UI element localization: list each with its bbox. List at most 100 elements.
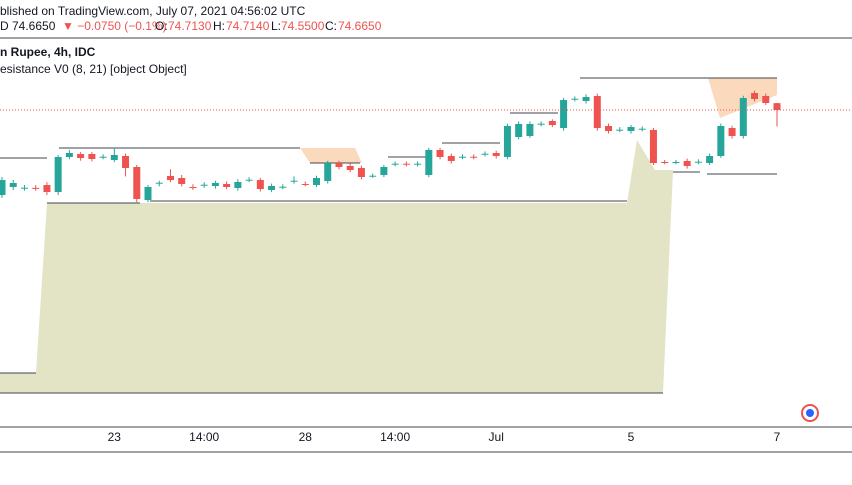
ohlc-value: 74.7140	[226, 19, 270, 33]
x-tick-label: 23	[108, 430, 122, 444]
resistance-zone	[300, 148, 362, 163]
candle-body	[335, 163, 343, 167]
candle-body	[571, 98, 579, 100]
candle-body	[605, 126, 613, 131]
ohlc-label: O:	[155, 19, 168, 33]
candle-body	[369, 175, 377, 177]
candle-body	[391, 163, 399, 165]
candle-body	[312, 178, 320, 185]
candle-body	[65, 153, 73, 157]
candle-body	[683, 161, 691, 166]
x-tick-label: Jul	[489, 430, 504, 444]
candle-body	[593, 96, 601, 128]
x-tick-label: 5	[628, 430, 635, 444]
candle-body	[223, 184, 231, 187]
event-dot	[806, 409, 814, 417]
x-tick-label: 7	[774, 430, 781, 444]
candle-body	[324, 163, 332, 181]
candle-body	[122, 156, 130, 168]
candle-body	[211, 183, 219, 186]
candle-body	[402, 163, 410, 165]
candle-body	[256, 180, 264, 189]
ohlc-value: 74.5500	[281, 19, 325, 33]
instrument: n Rupee, 4h, IDC	[0, 45, 96, 59]
candle-body	[582, 97, 590, 101]
ohlc-label: H:	[213, 19, 225, 33]
candle-body	[54, 157, 62, 192]
candle-body	[189, 187, 197, 188]
candle-body	[200, 184, 208, 186]
candle-body	[301, 184, 309, 185]
symbol: D	[0, 19, 9, 33]
candle-body	[526, 124, 534, 136]
candle-body	[548, 121, 556, 125]
event-icon[interactable]	[801, 404, 819, 422]
candle-body	[155, 182, 163, 184]
candle-body	[88, 154, 96, 159]
candle-body	[470, 156, 478, 158]
candle-body	[9, 183, 17, 187]
candle-body	[178, 178, 186, 184]
ohlc-label: C:	[325, 19, 337, 33]
candle-body	[77, 154, 85, 158]
candle-body	[99, 156, 107, 158]
candle-body	[346, 166, 354, 170]
published: blished on TradingView.com, July 07, 202…	[0, 4, 306, 18]
support-zone	[0, 140, 673, 393]
change: ▼ −0.0750 (−0.1%)	[62, 19, 167, 33]
x-tick-label: 28	[299, 430, 313, 444]
candle-body	[414, 163, 422, 165]
level-lines	[0, 77, 777, 394]
candle-body	[481, 153, 489, 155]
candle-body	[234, 182, 242, 188]
x-tick-label: 14:00	[380, 430, 410, 444]
candle-body	[560, 100, 568, 128]
candle-body	[503, 126, 511, 157]
candle-body	[357, 168, 365, 177]
candle-body	[717, 126, 725, 156]
candle-body	[616, 129, 624, 131]
candle-body	[728, 128, 736, 136]
candle-body	[43, 185, 51, 192]
last-price: 74.6650	[12, 19, 56, 33]
candle-body	[694, 161, 702, 163]
candle-body	[32, 187, 40, 189]
candle-body	[773, 103, 781, 110]
x-tick-label: 14:00	[189, 430, 219, 444]
candle-body	[110, 155, 118, 160]
candle-body	[290, 180, 298, 182]
candle-body	[537, 123, 545, 125]
candle-body	[706, 156, 714, 163]
candle-body	[133, 167, 141, 199]
candle-body	[515, 124, 523, 137]
candle-body	[661, 162, 669, 163]
candle-body	[0, 180, 6, 195]
candle-body	[447, 156, 455, 161]
candle-body	[144, 187, 152, 200]
candle-body	[739, 98, 747, 136]
indicator-layer	[0, 77, 777, 394]
ohlc-value: 74.6650	[338, 19, 382, 33]
ohlc-value: 74.7130	[168, 19, 212, 33]
candle-body	[166, 176, 174, 180]
candle-body	[638, 128, 646, 130]
candle-body	[751, 93, 759, 99]
candle-body	[762, 96, 770, 103]
candle-body	[436, 150, 444, 157]
indicator-name: esistance V0 (8, 21) [object Object]	[0, 62, 187, 76]
candle-body	[672, 162, 680, 163]
candle-body	[268, 186, 276, 190]
candle-body	[279, 186, 287, 188]
candle-body	[627, 127, 635, 131]
candle-body	[649, 130, 657, 163]
header: blished on TradingView.com, July 07, 202…	[0, 4, 382, 76]
ohlc-label: L:	[271, 19, 281, 33]
candle-body	[425, 150, 433, 175]
candle-body	[20, 187, 28, 189]
candle-body	[492, 153, 500, 156]
candle-body	[459, 156, 467, 158]
candle-body	[245, 179, 253, 181]
candle-body	[380, 167, 388, 175]
